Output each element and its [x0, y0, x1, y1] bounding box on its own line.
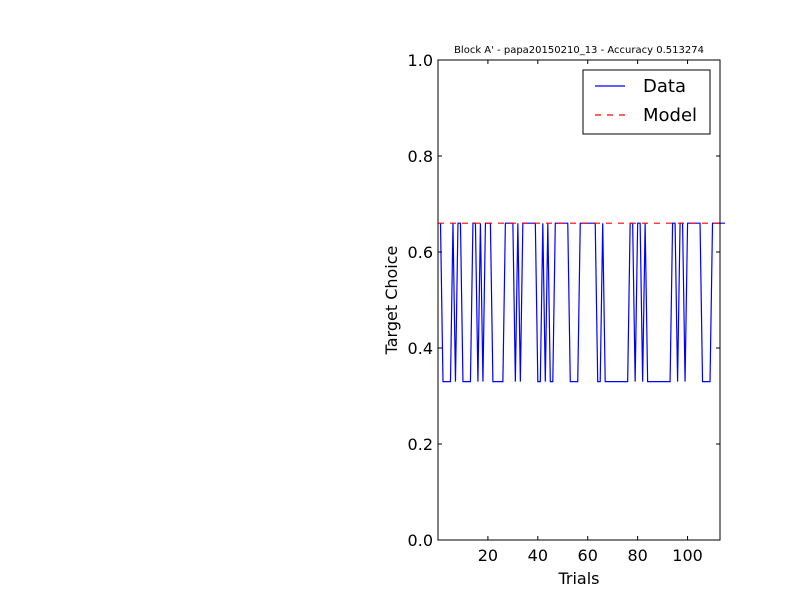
x-tick-label: 80 — [627, 546, 647, 565]
y-tick-label: 0.0 — [408, 531, 433, 550]
x-tick-label: 100 — [672, 546, 703, 565]
y-axis-label: Target Choice — [382, 246, 401, 356]
x-axis-label: Trials — [557, 569, 599, 588]
plot-frame — [437, 59, 721, 541]
x-tick-label: 20 — [478, 546, 498, 565]
y-tick-label: 1.0 — [408, 51, 433, 70]
data-layer — [438, 222, 725, 383]
chart-title: Block A' - papa20150210_13 - Accuracy 0.… — [454, 45, 704, 56]
legend: Data Model — [582, 69, 711, 135]
ticks-layer: 20 40 60 80 100 0.0 0.2 0.4 0.6 0.8 1.0 — [408, 51, 720, 565]
legend-box — [582, 69, 711, 135]
y-tick-label: 0.2 — [408, 435, 433, 454]
y-tick-label: 0.8 — [408, 147, 433, 166]
x-tick-label: 60 — [578, 546, 598, 565]
legend-label-data: Data — [643, 76, 686, 97]
y-tick-label: 0.6 — [408, 243, 433, 262]
legend-label-model: Model — [643, 105, 697, 126]
x-tick-label: 40 — [528, 546, 548, 565]
y-tick-label: 0.4 — [408, 339, 433, 358]
